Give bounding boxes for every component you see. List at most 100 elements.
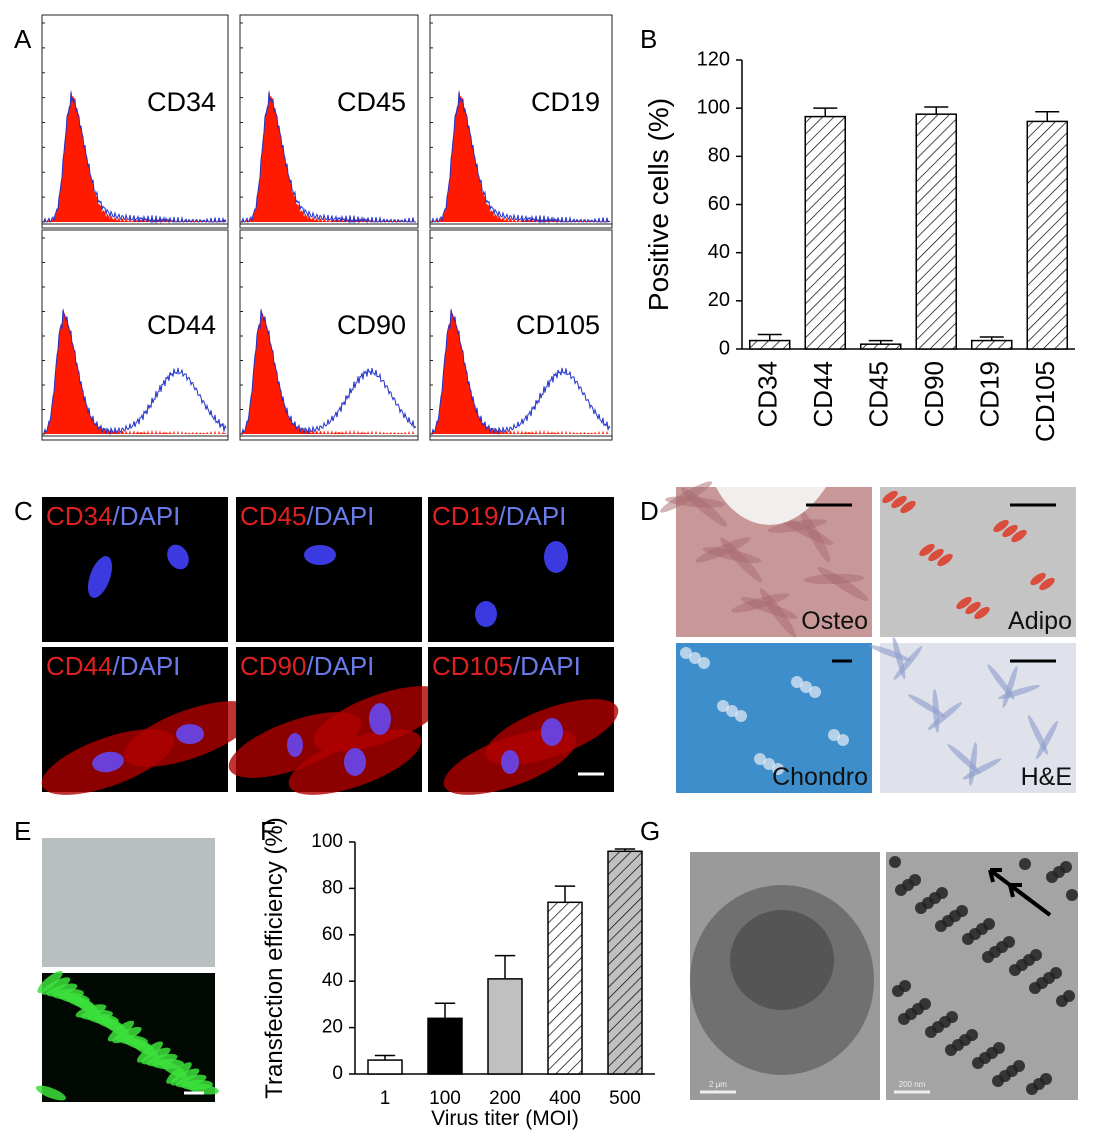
x-tick-label: 400 (549, 1088, 581, 1109)
texture (799, 509, 831, 563)
stain-label: /DAPI (112, 501, 180, 531)
y-tick-label: 60 (708, 193, 730, 215)
y-tick-label: 100 (697, 96, 730, 118)
y-tick-label: 80 (708, 145, 730, 167)
texture (809, 686, 821, 698)
nanoparticle (898, 1013, 910, 1025)
y-tick-label: 120 (697, 48, 730, 70)
y-tick-label: 0 (332, 1063, 343, 1084)
lipid-droplets (882, 490, 898, 504)
histogram-marker (431, 309, 611, 436)
gfp-cell (112, 1026, 142, 1044)
gfp-cell (41, 977, 71, 995)
marker-label: CD90 (240, 651, 306, 681)
lipid-droplets (891, 495, 907, 509)
gfp-cell (35, 1085, 67, 1101)
stain-label: /DAPI (112, 651, 180, 681)
image-label: CD34/DAPI (46, 501, 180, 531)
panel-letter: B (640, 24, 657, 54)
x-tick-label: 200 (489, 1088, 521, 1109)
texture (772, 763, 784, 775)
texture (735, 710, 747, 722)
x-tick-label: CD19 (975, 361, 1005, 427)
texture (893, 646, 923, 680)
histogram-marker (241, 309, 417, 435)
panel-letter: C (14, 496, 33, 526)
lipid-droplets (928, 548, 944, 562)
lipid-droplets (919, 543, 935, 557)
gfp-cell (72, 996, 100, 1016)
histogram-label: CD105 (516, 310, 600, 340)
x-tick-label: 100 (429, 1088, 461, 1109)
image-label: H&E (1021, 763, 1072, 791)
lipid-droplets (900, 500, 916, 514)
nanoparticle (915, 902, 927, 914)
lipid-droplets (1002, 524, 1018, 538)
nucleus (87, 556, 113, 598)
nanoparticle (935, 920, 947, 932)
nanoparticle (1066, 889, 1078, 901)
lipid-droplets (956, 596, 972, 610)
lipid-droplets (937, 553, 953, 567)
arrow (1008, 883, 1052, 917)
x-tick-label: CD90 (919, 361, 949, 427)
texture (800, 681, 812, 693)
brightfield-image (42, 838, 215, 967)
gfp-cell (107, 1020, 135, 1042)
texture (726, 705, 738, 717)
bar (607, 850, 643, 1075)
nanoparticle (992, 1075, 1004, 1087)
texture (962, 758, 1002, 780)
histogram-label: CD34 (147, 87, 216, 117)
bar (915, 113, 957, 350)
lipid-droplets (965, 601, 981, 615)
nanoparticle (895, 884, 907, 896)
nucleus (730, 910, 834, 1010)
histogram-isotype (432, 89, 610, 222)
texture (754, 753, 766, 765)
panel-letter: E (14, 816, 31, 846)
bar (367, 1059, 403, 1075)
lipid-droplets (1030, 572, 1046, 586)
nucleus (544, 541, 568, 573)
x-tick-label: CD34 (753, 361, 783, 427)
marker-label: CD34 (46, 501, 112, 531)
gfp-cell (152, 1058, 184, 1070)
marker-label: CD44 (46, 651, 112, 681)
lipid-droplets (993, 519, 1009, 533)
image-label: CD19/DAPI (432, 501, 566, 531)
bar (427, 1017, 463, 1075)
texture (763, 758, 775, 770)
fluorescence-image (428, 497, 614, 642)
y-tick-label: 40 (322, 970, 343, 991)
x-tick-label: 500 (609, 1088, 641, 1109)
bar (1026, 120, 1068, 350)
y-axis-label: Transfection efficiency (%) (261, 817, 288, 1098)
nucleus (176, 724, 204, 744)
x-tick-label: CD105 (1030, 361, 1060, 442)
histogram-marker (43, 91, 227, 224)
texture (997, 684, 1041, 700)
marker-label: CD105 (432, 651, 513, 681)
stain-label: /DAPI (306, 651, 374, 681)
histogram-label: CD19 (531, 87, 600, 117)
image-label: CD105/DAPI (432, 651, 581, 681)
texture (717, 700, 729, 712)
x-axis-label: Virus titer (MOI) (431, 1107, 579, 1130)
bar (971, 339, 1013, 350)
histogram-label: CD90 (337, 310, 406, 340)
bar (749, 339, 791, 350)
x-tick-label: CD45 (864, 361, 894, 427)
nucleus (344, 748, 366, 776)
x-tick-label: CD44 (808, 361, 838, 427)
nucleus (304, 545, 336, 565)
nanoparticle (892, 985, 904, 997)
stain-label: /DAPI (306, 501, 374, 531)
nanoparticle (1026, 1083, 1038, 1095)
texture (716, 487, 826, 525)
nanoparticle (925, 1026, 937, 1038)
nucleus (501, 750, 519, 774)
texture (817, 567, 869, 601)
nanoparticle (962, 933, 974, 945)
scale-label: 200 nm (899, 1080, 926, 1089)
